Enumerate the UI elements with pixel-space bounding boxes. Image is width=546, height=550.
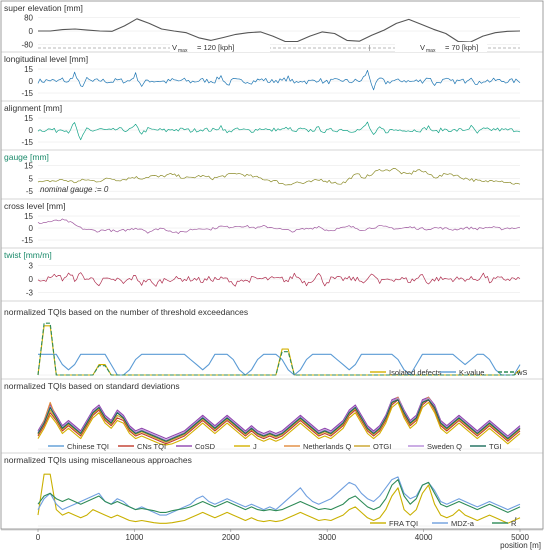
- panel-4: cross level [mm]15 0 -15: [1, 201, 543, 249]
- series-line-signal: [37, 168, 521, 186]
- series-line-isolated-defects: [37, 325, 521, 376]
- y-tick-label: 0: [29, 77, 34, 86]
- series-line-fra-tqi: [37, 473, 521, 524]
- x-tick-label: 4000: [415, 533, 433, 542]
- legend-label: CoSD: [195, 442, 216, 451]
- y-tick-label: 15: [24, 114, 33, 123]
- panel-title: cross level [mm]: [4, 201, 65, 211]
- panel-1: longitudinal level [mm]15 0 -15: [1, 54, 543, 102]
- legend-label: Isolated defects: [389, 368, 442, 377]
- speed-label-bg: [395, 42, 487, 52]
- speed-label-value: = 120 [kph]: [197, 43, 234, 52]
- y-tick-label: 3: [29, 262, 34, 271]
- speed-label-value: = 70 [kph]: [445, 43, 478, 52]
- y-tick-label: 15: [24, 65, 33, 74]
- legend-superscript: f: [515, 517, 517, 523]
- speed-label-bg: [170, 42, 270, 52]
- y-tick-label: -80: [21, 41, 33, 50]
- speed-label-v: V: [420, 43, 425, 52]
- legend-label: K-value: [459, 368, 484, 377]
- legend-label: Chinese TQI: [67, 442, 109, 451]
- y-tick-label: 0: [29, 27, 34, 36]
- series-line-j: [37, 401, 521, 446]
- legend: Isolated defects K-value wS: [370, 368, 527, 377]
- series-line-signal: [37, 121, 521, 141]
- series-line-tgi: [37, 399, 521, 442]
- legend-label: wS: [516, 368, 527, 377]
- gauge-annotation: nominal gauge := 0: [40, 185, 109, 194]
- legend: Chinese TQI CNs TQI CoSD J Netherlands Q OTGI…: [48, 442, 502, 451]
- x-tick-label: 2000: [222, 533, 240, 542]
- y-tick-label: 15: [24, 212, 33, 221]
- legend-label: R: [511, 519, 517, 528]
- y-tick-label: -15: [21, 138, 33, 147]
- panel-title: super elevation [mm]: [4, 3, 83, 13]
- series-line-ws: [37, 322, 521, 376]
- panel-title: alignment [mm]: [4, 103, 62, 113]
- panel-title: twist [mm/m]: [4, 250, 52, 260]
- legend-label: OTGI: [373, 442, 391, 451]
- panel-2: alignment [mm]15 0 -15: [1, 103, 543, 151]
- legend-label: MDZ-a: [451, 519, 475, 528]
- y-tick-label: 15: [24, 162, 33, 171]
- legend-label: J: [253, 442, 257, 451]
- series-line-cns-tqi: [37, 399, 521, 445]
- series-line-signal: [37, 272, 521, 287]
- x-tick-label: 5000: [511, 533, 529, 542]
- y-tick-label: -3: [26, 289, 34, 298]
- legend-label: TGI: [489, 442, 502, 451]
- y-tick-label: -5: [26, 187, 34, 196]
- speed-label-sub: max: [178, 48, 188, 54]
- series-line-r: [37, 479, 521, 513]
- series-line-signal: [38, 18, 521, 43]
- panel-6: normalized TQIs based on the number of t…: [1, 307, 543, 380]
- y-tick-label: 5: [29, 174, 34, 183]
- panel-title: normalized TQIs using miscellaneous appr…: [4, 455, 192, 465]
- y-tick-label: 0: [29, 275, 34, 284]
- y-tick-label: 0: [29, 224, 34, 233]
- x-tick-label: 0: [36, 533, 41, 542]
- series-line-signal: [37, 69, 521, 91]
- x-tick-label: 3000: [318, 533, 336, 542]
- speed-label-v: V: [172, 43, 177, 52]
- legend-label: Netherlands Q: [303, 442, 352, 451]
- panel-7: normalized TQIs based on standard deviat…: [1, 381, 543, 454]
- x-tick-label: 1000: [126, 533, 144, 542]
- legend: FRA TQI MDZ-a R: [370, 519, 517, 528]
- legend-label: CNs TQI: [137, 442, 166, 451]
- legend-label: Sweden Q: [427, 442, 462, 451]
- legend-label: FRA TQI: [389, 519, 418, 528]
- series-line-mdz-a: [37, 476, 521, 516]
- panel-title: longitudinal level [mm]: [4, 54, 88, 64]
- panel-title: gauge [mm]: [4, 152, 49, 162]
- series-line-signal: [37, 218, 521, 234]
- panel-title: normalized TQIs based on the number of t…: [4, 307, 248, 317]
- x-axis-label: position [m]: [500, 541, 541, 550]
- y-tick-label: -15: [21, 236, 33, 245]
- y-tick-label: 0: [29, 126, 34, 135]
- panel-3: gauge [mm]15 5 -5 nominal gauge := 0: [1, 152, 543, 200]
- panel-title: normalized TQIs based on standard deviat…: [4, 381, 180, 391]
- panel-5: twist [mm/m] 3 0 -3: [1, 250, 543, 302]
- series-line-cosd: [37, 396, 521, 440]
- y-tick-label: 80: [24, 13, 33, 22]
- speed-label-sub: max: [426, 48, 436, 54]
- y-tick-label: -15: [21, 89, 33, 98]
- panel-8: normalized TQIs using miscellaneous appr…: [1, 455, 543, 531]
